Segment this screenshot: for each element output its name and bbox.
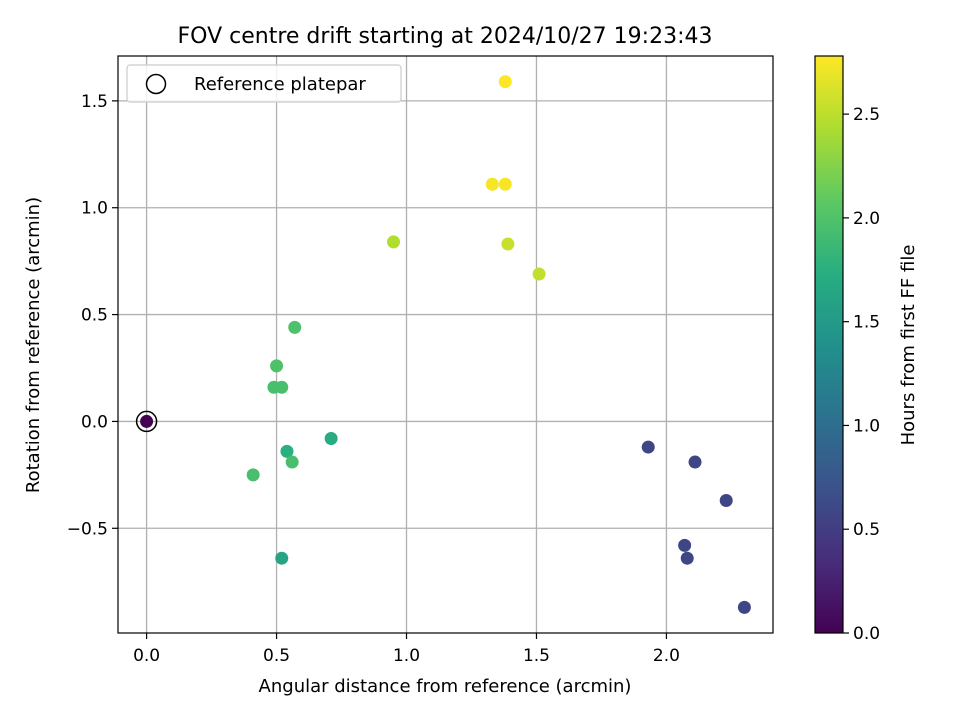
colorbar-tick-label: 2.0	[853, 209, 880, 229]
data-point	[140, 414, 154, 428]
x-tick-label: 0.0	[133, 646, 160, 666]
data-point	[288, 320, 302, 334]
x-tick-label: 1.0	[393, 646, 420, 666]
data-point	[680, 551, 694, 565]
legend: Reference platepar	[126, 64, 402, 103]
data-point	[688, 455, 702, 469]
colorbar	[814, 55, 844, 634]
y-tick-label: 1.5	[81, 92, 108, 112]
plot-frame	[117, 55, 774, 634]
x-tick-label: 2.0	[653, 646, 680, 666]
colorbar-tick-label: 1.0	[853, 416, 880, 436]
legend-label: Reference platepar	[194, 74, 366, 95]
reference-platepar-marker	[135, 410, 158, 433]
y-tick-label: 0.5	[81, 306, 108, 326]
data-point	[498, 75, 512, 89]
data-point	[737, 600, 751, 614]
legend-open-circle-icon	[145, 73, 167, 95]
grid	[118, 56, 773, 633]
data-points	[140, 75, 751, 614]
y-axis-ticks: −0.5 0.0 0.5 1.0 1.5	[67, 92, 118, 539]
reference-marker-layer	[135, 410, 158, 433]
data-point	[387, 235, 401, 249]
data-point	[641, 440, 655, 454]
y-tick-label: −0.5	[67, 519, 108, 539]
data-point	[498, 177, 512, 191]
x-axis-ticks: 0.0 0.5 1.0 1.5 2.0	[133, 633, 680, 666]
chart-title: FOV centre drift starting at 2024/10/27 …	[178, 24, 713, 49]
x-tick-label: 0.5	[263, 646, 290, 666]
y-tick-label: 0.0	[81, 412, 108, 432]
data-point	[678, 538, 692, 552]
data-point	[719, 494, 733, 508]
data-point	[246, 468, 260, 482]
colorbar-tick-label: 1.5	[853, 313, 880, 333]
data-point	[275, 551, 289, 565]
data-point	[501, 237, 515, 251]
data-point	[275, 380, 289, 394]
x-axis-label: Angular distance from reference (arcmin)	[259, 676, 632, 697]
data-point	[485, 177, 499, 191]
colorbar-tick-label: 0.5	[853, 520, 880, 540]
colorbar-tick-label: 0.0	[853, 624, 880, 644]
x-tick-label: 1.5	[523, 646, 550, 666]
y-tick-label: 1.0	[81, 199, 108, 219]
data-point	[532, 267, 546, 281]
y-axis-label: Rotation from reference (arcmin)	[23, 197, 44, 493]
data-point	[270, 359, 284, 373]
data-point	[324, 432, 338, 446]
data-point	[285, 455, 299, 469]
colorbar-ticks: 0.0 0.5 1.0 1.5 2.0 2.5	[843, 105, 880, 644]
colorbar-tick-label: 2.5	[853, 105, 880, 125]
legend-box	[126, 64, 402, 103]
data-point	[280, 444, 294, 458]
colorbar-label: Hours from first FF file	[898, 245, 919, 446]
